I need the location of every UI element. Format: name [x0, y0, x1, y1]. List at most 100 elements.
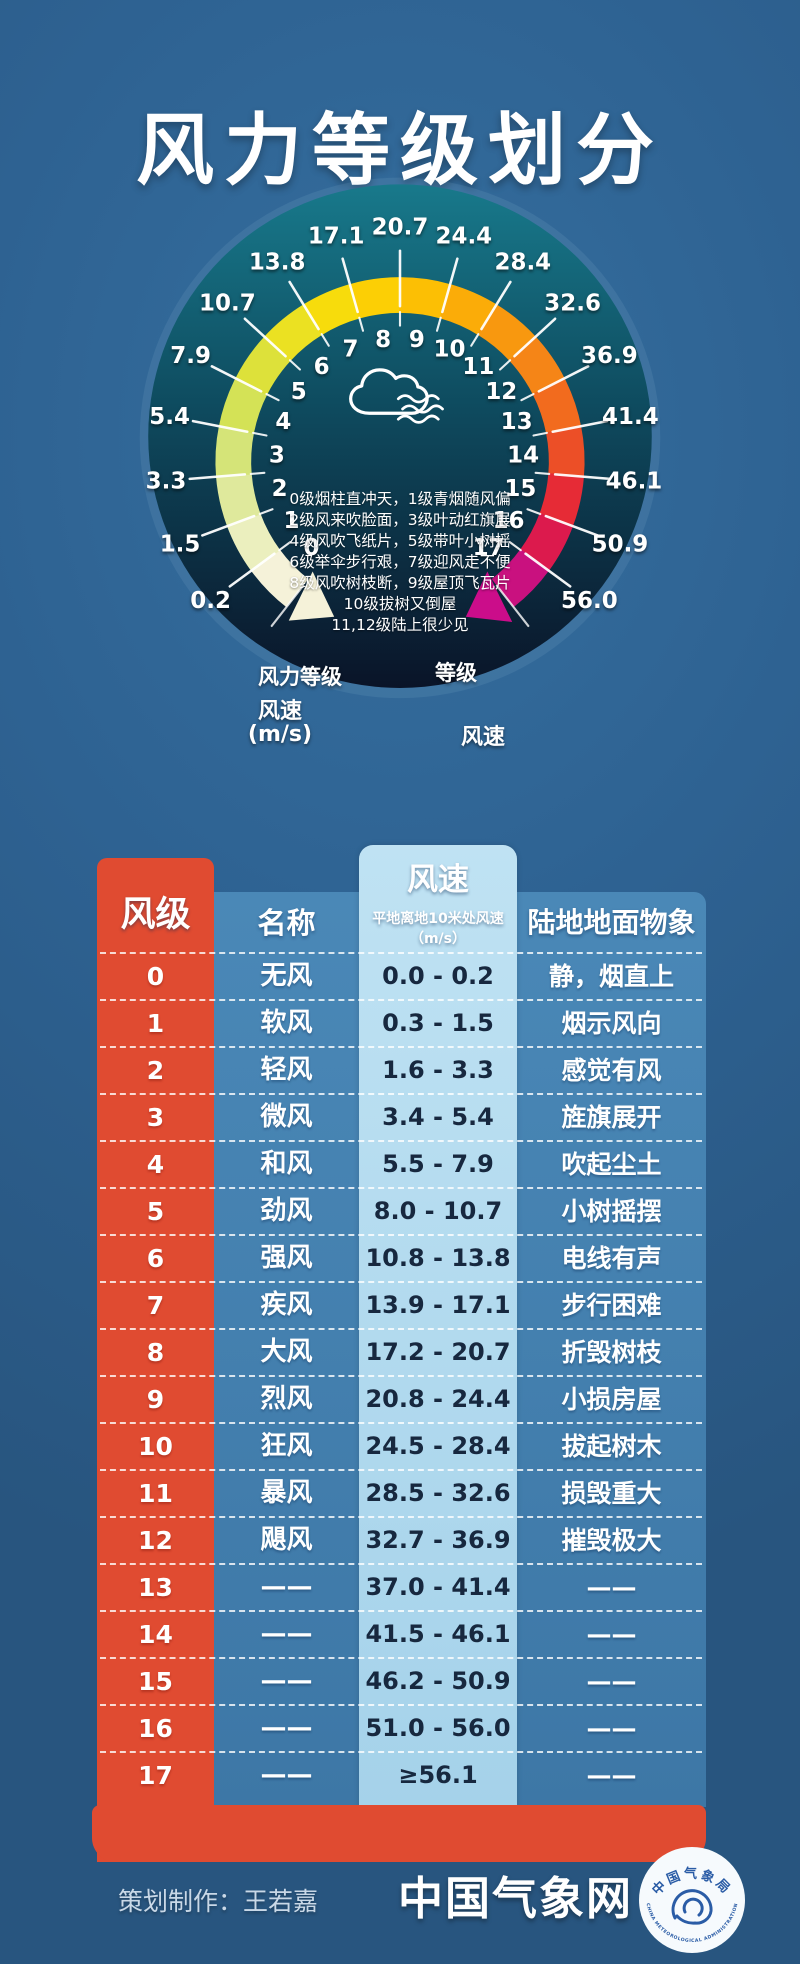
row-separator — [100, 1751, 702, 1753]
table-row: 14 —— 41.5 - 46.1 —— — [0, 1611, 800, 1658]
row-speed: 1.6 - 3.3 — [382, 1056, 494, 1084]
row-level: 1 — [146, 1009, 165, 1038]
row-level: 6 — [146, 1244, 165, 1273]
level-label: 12 — [485, 379, 517, 405]
gauge-band-segment — [477, 304, 537, 362]
level-label: 5 — [291, 379, 307, 405]
speed-column-background — [359, 845, 517, 1807]
row-separator — [100, 1093, 702, 1095]
row-phenomena: 损毁重大 — [561, 1479, 662, 1508]
level-label: 13 — [501, 409, 533, 435]
level-label: 8 — [375, 327, 391, 353]
inner-tick — [320, 333, 330, 347]
speed-tick — [553, 473, 612, 481]
row-name: —— — [260, 1713, 313, 1743]
row-phenomena: —— — [586, 1714, 637, 1743]
level-label: 6 — [314, 354, 330, 380]
gauge-end-arrow — [465, 571, 513, 622]
table-row: 0 无风 0.0 - 0.2 静，烟直上 — [0, 953, 800, 1000]
speed-tick — [288, 280, 320, 331]
level-label: 2 — [272, 476, 288, 502]
row-level: 16 — [138, 1714, 173, 1743]
row-phenomena: —— — [586, 1667, 637, 1696]
row-phenomena: 旌旗展开 — [561, 1103, 662, 1132]
level-label: 4 — [275, 409, 291, 435]
site-name: 中国气象网 — [397, 1872, 633, 1925]
table-row: 10 狂风 24.5 - 28.4 拔起树木 — [0, 1423, 800, 1470]
speed-tick — [480, 280, 512, 331]
gauge-band-segment — [545, 425, 585, 478]
level-label: 3 — [269, 442, 285, 468]
row-phenomena: 拔起树木 — [561, 1432, 662, 1461]
speed-tick-label: 7.9 — [170, 343, 211, 369]
row-name: 狂风 — [260, 1431, 313, 1461]
row-speed: 8.0 - 10.7 — [373, 1197, 503, 1225]
row-separator — [100, 1281, 702, 1283]
row-name: 软风 — [260, 1008, 313, 1038]
row-speed: 28.5 - 32.6 — [365, 1479, 511, 1507]
level-label: 15 — [504, 476, 536, 502]
table-row: 3 微风 3.4 - 5.4 旌旗展开 — [0, 1094, 800, 1141]
table-row: 1 软风 0.3 - 1.5 烟示风向 — [0, 1000, 800, 1047]
row-phenomena: 感觉有风 — [561, 1056, 662, 1085]
row-level: 10 — [138, 1432, 173, 1461]
speed-tick-label: 5.4 — [149, 404, 190, 430]
header-level: 风级 — [120, 895, 191, 935]
gauge-band-segment — [519, 513, 574, 572]
row-speed: 0.0 - 0.2 — [382, 962, 494, 990]
speed-tick-label: 24.4 — [436, 223, 493, 249]
row-speed: 10.8 - 13.8 — [365, 1244, 511, 1272]
row-level: 3 — [146, 1103, 165, 1132]
row-name: 无风 — [260, 961, 313, 991]
row-speed: 37.0 - 41.4 — [365, 1573, 511, 1601]
gauge-band-segment — [235, 336, 291, 395]
row-name: 强风 — [260, 1243, 313, 1273]
speed-tick — [228, 552, 276, 588]
speed-tick-label: 17.1 — [308, 223, 365, 249]
speed-tick-label: 28.4 — [495, 249, 552, 275]
inner-tick — [532, 431, 548, 437]
header-phenomena: 陆地地面物象 — [527, 906, 696, 939]
inner-tick — [508, 541, 522, 552]
inner-tick — [252, 431, 268, 437]
row-level: 2 — [146, 1056, 165, 1085]
speed-tick-label: 36.9 — [581, 343, 638, 369]
row-speed: 32.7 - 36.9 — [365, 1526, 511, 1554]
row-separator — [100, 1422, 702, 1424]
speed-tick-label: 1.5 — [160, 531, 201, 557]
gauge-band-segment — [439, 283, 498, 336]
gauge-speed-label-left: 风速 (m/s) — [220, 700, 340, 746]
speed-tick — [191, 419, 249, 434]
row-name: 微风 — [260, 1102, 313, 1132]
row-name: —— — [260, 1760, 313, 1790]
row-separator — [100, 1046, 702, 1048]
level-label: 14 — [507, 442, 539, 468]
level-label: 1 — [283, 508, 299, 534]
cloud-shape — [349, 368, 429, 415]
table-row: 9 烈风 20.8 - 24.4 小损房屋 — [0, 1376, 800, 1423]
level-label: 17 — [473, 535, 505, 561]
row-phenomena: 小损房屋 — [561, 1385, 662, 1414]
row-name: 暴风 — [260, 1478, 313, 1508]
row-name: 飓风 — [260, 1525, 313, 1555]
end-tick — [495, 584, 530, 628]
gauge-legend-line: 4级风吹飞纸片，5级带叶小树摇 — [289, 532, 511, 550]
wind-wave — [396, 414, 440, 424]
row-level: 12 — [138, 1526, 173, 1555]
gauge-legend-line: 0级烟柱直冲天，1级青烟随风偏 — [289, 490, 511, 508]
row-speed: 51.0 - 56.0 — [365, 1714, 511, 1742]
level-label: 0 — [303, 535, 319, 561]
inner-tick — [470, 333, 480, 347]
level-column-background — [97, 858, 214, 1862]
inner-tick — [258, 508, 274, 516]
row-speed: ≥56.1 — [398, 1761, 478, 1789]
table-row: 12 飓风 32.7 - 36.9 摧毁极大 — [0, 1517, 800, 1564]
row-name: 疾风 — [260, 1290, 313, 1320]
table-row: 17 —— ≥56.1 —— — [0, 1752, 800, 1799]
speed-tick-label: 10.7 — [199, 290, 256, 316]
row-speed: 13.9 - 17.1 — [365, 1291, 511, 1319]
credit-text: 策划制作：王若嘉 — [118, 1887, 319, 1916]
level-label: 9 — [409, 327, 425, 353]
gauge-band-segment — [250, 549, 309, 608]
level-label: 7 — [342, 336, 358, 362]
